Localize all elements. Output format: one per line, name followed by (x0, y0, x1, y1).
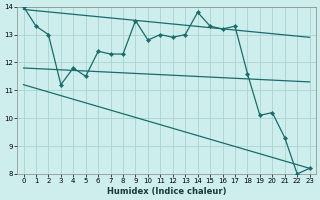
X-axis label: Humidex (Indice chaleur): Humidex (Indice chaleur) (107, 187, 226, 196)
